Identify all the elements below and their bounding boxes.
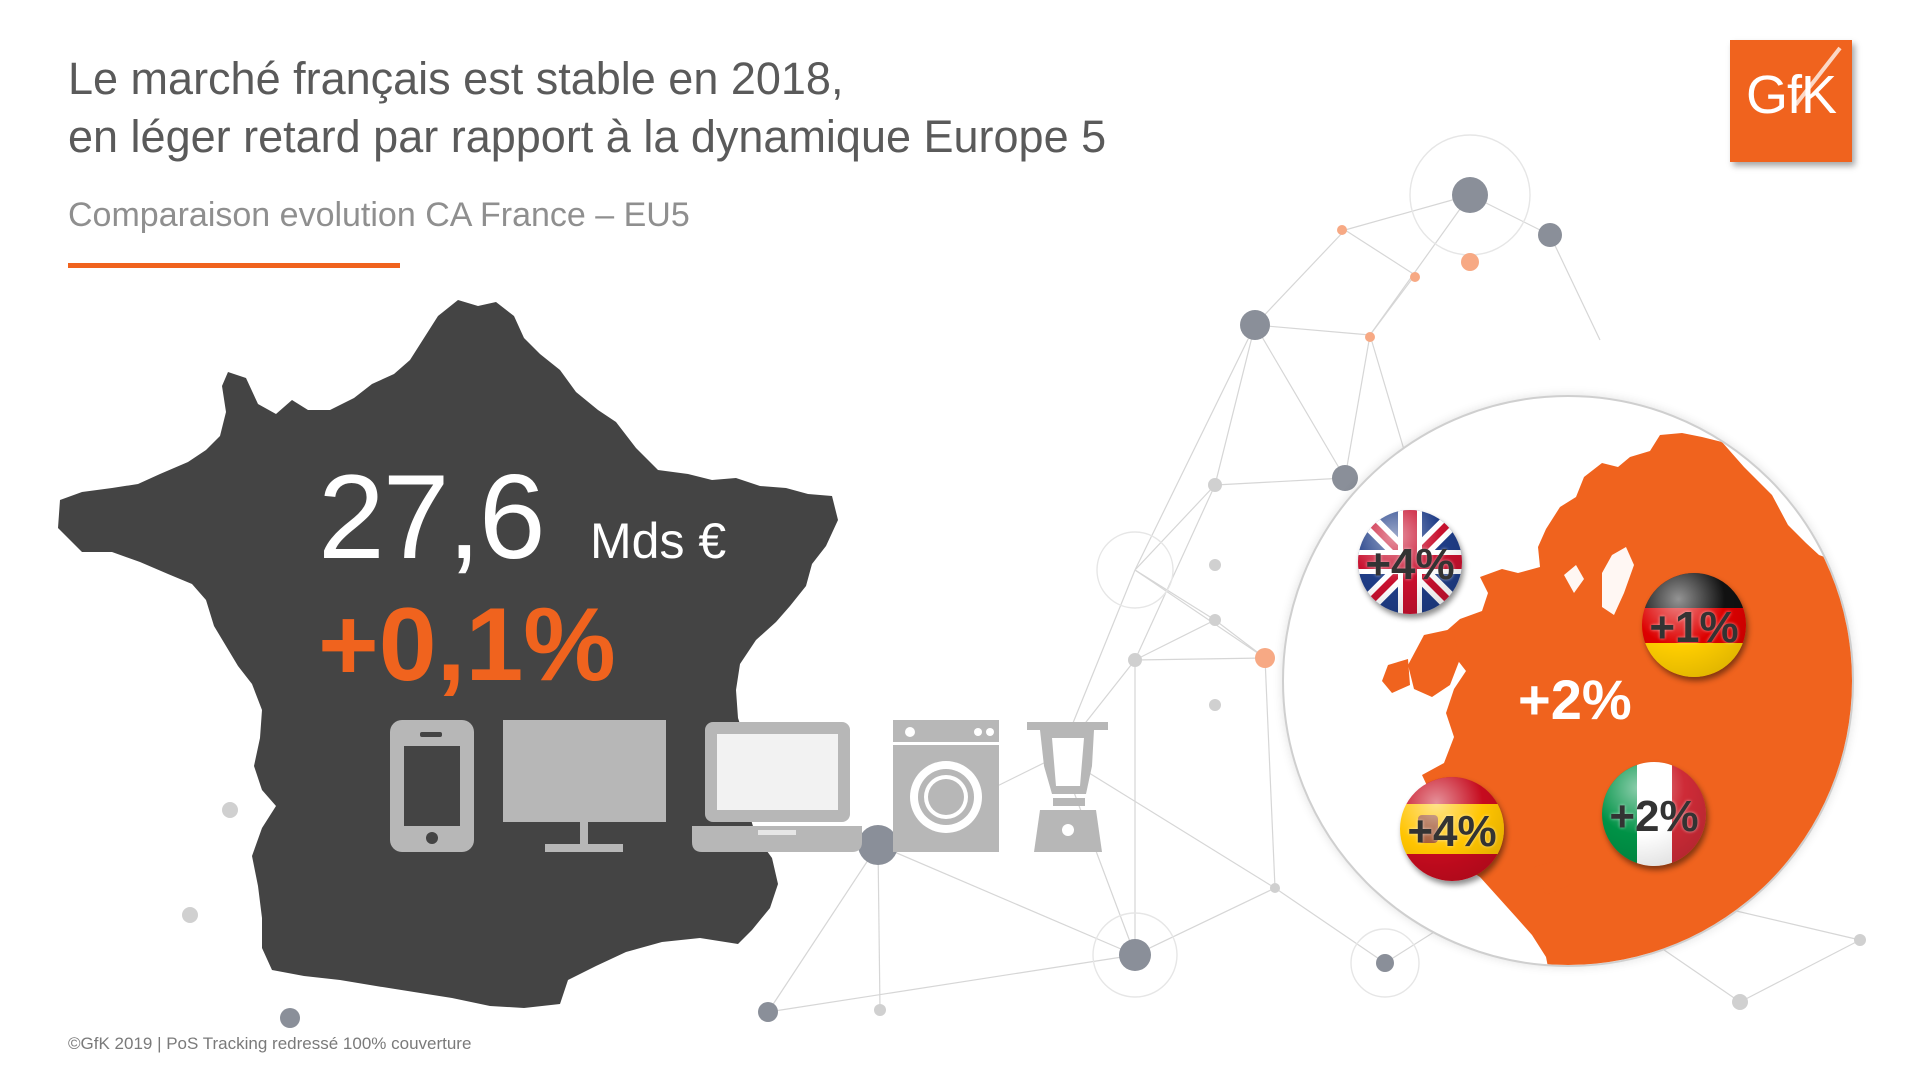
eu5-growth: +2% xyxy=(1518,668,1632,731)
market-value: 27,6 xyxy=(318,450,546,584)
flag-shine xyxy=(1602,762,1706,866)
flag-shine xyxy=(1358,510,1462,614)
flag-shine xyxy=(1400,777,1504,881)
spain-flag-icon: +4% xyxy=(1400,777,1504,881)
page-title: Le marché français est stable en 2018, e… xyxy=(68,50,1106,166)
footer-source: ©GfK 2019 | PoS Tracking redressé 100% c… xyxy=(68,1034,472,1053)
title-line-2: en léger retard par rapport à la dynamiq… xyxy=(68,111,1107,162)
logo-text: GfK xyxy=(1745,65,1837,125)
tv-monitor-icon xyxy=(503,720,666,852)
smartphone-icon xyxy=(390,720,474,852)
flag-shine xyxy=(1642,573,1746,677)
title-line-1: Le marché français est stable en 2018, xyxy=(68,53,844,104)
germany-flag-icon: +1% xyxy=(1642,573,1746,677)
uk-growth-label: +4% xyxy=(1365,540,1455,589)
europe-map xyxy=(1304,433,1852,965)
washing-machine-icon xyxy=(893,720,999,852)
gfk-logo: GfK xyxy=(1730,40,1852,162)
subtitle: Comparaison evolution CA France – EU5 xyxy=(68,196,690,234)
accent-divider xyxy=(68,263,400,268)
market-unit: Mds € xyxy=(590,513,727,569)
germany-growth-label: +1% xyxy=(1649,603,1739,652)
uk-flag-icon: +4% xyxy=(1358,510,1462,614)
spain-growth-label: +4% xyxy=(1407,807,1497,856)
europe-circle: +2% +4% +1% +4% xyxy=(1282,395,1854,967)
italy-growth-label: +2% xyxy=(1609,792,1699,841)
blender-icon xyxy=(1027,722,1108,852)
laptop-icon xyxy=(692,722,862,852)
france-growth: +0,1% xyxy=(318,587,616,703)
italy-flag-icon: +2% xyxy=(1602,762,1706,866)
